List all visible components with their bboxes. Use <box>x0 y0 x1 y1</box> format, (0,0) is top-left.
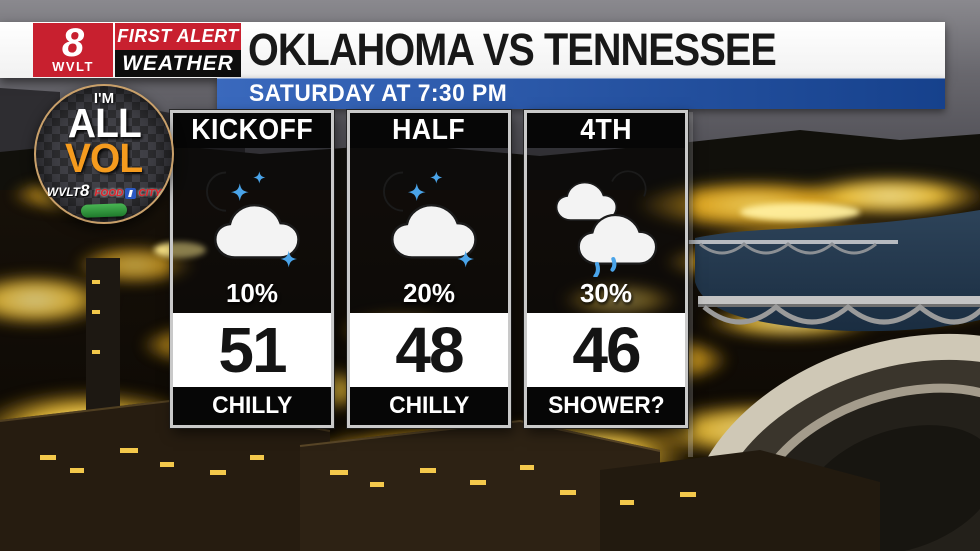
foreground-buildings <box>0 258 880 551</box>
forecast-cards: KICKOFF <box>170 110 688 428</box>
weather-icon <box>383 171 477 268</box>
station-call-letters: WVLT <box>52 59 94 74</box>
precip-chance: 10% <box>225 278 279 308</box>
weather-icon <box>555 170 658 277</box>
temperature-value: 48 <box>350 313 508 387</box>
small-bridge <box>686 240 898 255</box>
moon-cloud-sparkles-icon <box>383 171 477 268</box>
sponsor-wvlt8: WVLT8 <box>46 180 90 200</box>
cloud-moon-rain-icon <box>555 170 658 277</box>
all-vol-badge: I'M ALL VOL WVLT8 FOOD CITY <box>34 84 174 224</box>
precip-chance: 30% <box>579 278 633 308</box>
weather-label: WEATHER <box>115 50 241 77</box>
card-period-label: 4TH <box>527 113 685 148</box>
card-condition-area: 20% <box>350 148 508 313</box>
card-period-label: KICKOFF <box>173 113 331 148</box>
station-logo: 8 WVLT FIRST ALERT WEATHER <box>33 23 241 77</box>
time-bar-label: SATURDAY AT 7:30 PM <box>249 80 508 107</box>
station-number: 8 <box>61 21 85 65</box>
forecast-card-half: HALF <box>347 110 511 428</box>
card-condition-area: 10% <box>173 148 331 313</box>
forecast-card-kickoff: KICKOFF <box>170 110 334 428</box>
light-streak <box>688 112 693 457</box>
condition-label: SHOWER? <box>527 387 685 425</box>
badge-line-1: I'M <box>93 90 115 108</box>
food-city-box-icon <box>125 187 137 199</box>
temperature-value: 51 <box>173 313 331 387</box>
badge-line-2: ALL <box>67 100 142 147</box>
card-period-label: HALF <box>350 113 508 148</box>
moon-cloud-sparkles-icon <box>206 171 300 268</box>
first-alert-label: FIRST ALERT <box>115 23 241 50</box>
precip-chance: 20% <box>402 278 456 308</box>
green-sponsor-logo <box>80 203 128 218</box>
header-banner: 8 WVLT FIRST ALERT WEATHER <box>0 22 945 78</box>
matchup-title: OKLAHOMA VS TENNESSEE <box>248 24 777 75</box>
badge-sponsors: WVLT8 FOOD CITY <box>47 181 161 201</box>
card-condition-area: 30% <box>527 148 685 313</box>
hills <box>0 130 980 190</box>
product-logo: FIRST ALERT WEATHER <box>115 23 241 77</box>
forecast-card-4th: 4TH <box>524 110 688 428</box>
weather-icon <box>206 171 300 268</box>
station-logo-box: 8 WVLT <box>33 23 113 77</box>
temperature-value: 46 <box>527 313 685 387</box>
building-windows <box>40 280 696 505</box>
condition-label: CHILLY <box>350 387 508 425</box>
time-bar: SATURDAY AT 7:30 PM <box>217 78 945 109</box>
condition-label: CHILLY <box>173 387 331 425</box>
badge-line-3: VOL <box>65 135 143 181</box>
sponsor-food-city: FOOD CITY <box>94 187 162 199</box>
big-bridge <box>698 296 980 325</box>
